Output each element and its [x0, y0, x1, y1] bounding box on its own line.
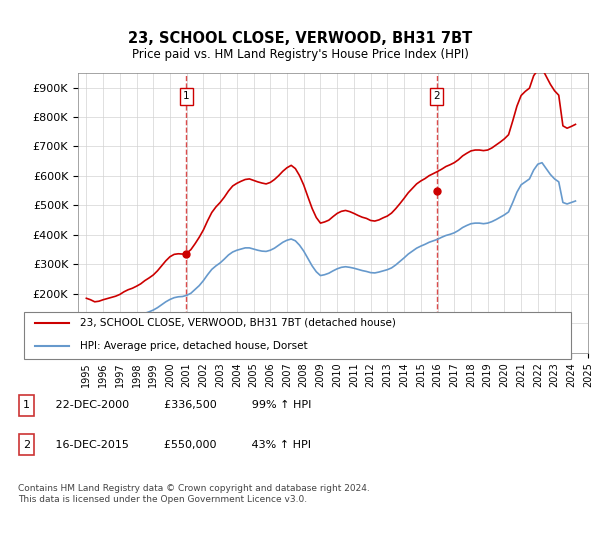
- Text: HPI: Average price, detached house, Dorset: HPI: Average price, detached house, Dors…: [80, 341, 308, 351]
- Text: Contains HM Land Registry data © Crown copyright and database right 2024.
This d: Contains HM Land Registry data © Crown c…: [18, 484, 370, 504]
- Text: 16-DEC-2015          £550,000          43% ↑ HPI: 16-DEC-2015 £550,000 43% ↑ HPI: [45, 440, 311, 450]
- Text: 23, SCHOOL CLOSE, VERWOOD, BH31 7BT (detached house): 23, SCHOOL CLOSE, VERWOOD, BH31 7BT (det…: [80, 318, 396, 328]
- Text: 1: 1: [23, 400, 30, 410]
- FancyBboxPatch shape: [19, 395, 34, 416]
- Text: 22-DEC-2000          £336,500          99% ↑ HPI: 22-DEC-2000 £336,500 99% ↑ HPI: [45, 400, 311, 410]
- Text: 2: 2: [434, 91, 440, 101]
- Text: 2: 2: [23, 440, 30, 450]
- Text: 1: 1: [183, 91, 190, 101]
- FancyBboxPatch shape: [19, 434, 34, 455]
- FancyBboxPatch shape: [23, 312, 571, 358]
- Text: Price paid vs. HM Land Registry's House Price Index (HPI): Price paid vs. HM Land Registry's House …: [131, 48, 469, 60]
- Text: 23, SCHOOL CLOSE, VERWOOD, BH31 7BT: 23, SCHOOL CLOSE, VERWOOD, BH31 7BT: [128, 31, 472, 46]
